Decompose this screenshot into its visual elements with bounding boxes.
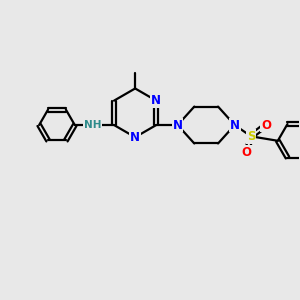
Text: S: S xyxy=(247,130,255,143)
Text: NH: NH xyxy=(84,120,101,130)
Text: N: N xyxy=(130,131,140,144)
Text: N: N xyxy=(230,118,240,131)
Text: N: N xyxy=(151,94,161,107)
Text: N: N xyxy=(172,118,183,131)
Text: O: O xyxy=(242,146,252,159)
Text: O: O xyxy=(261,118,271,131)
